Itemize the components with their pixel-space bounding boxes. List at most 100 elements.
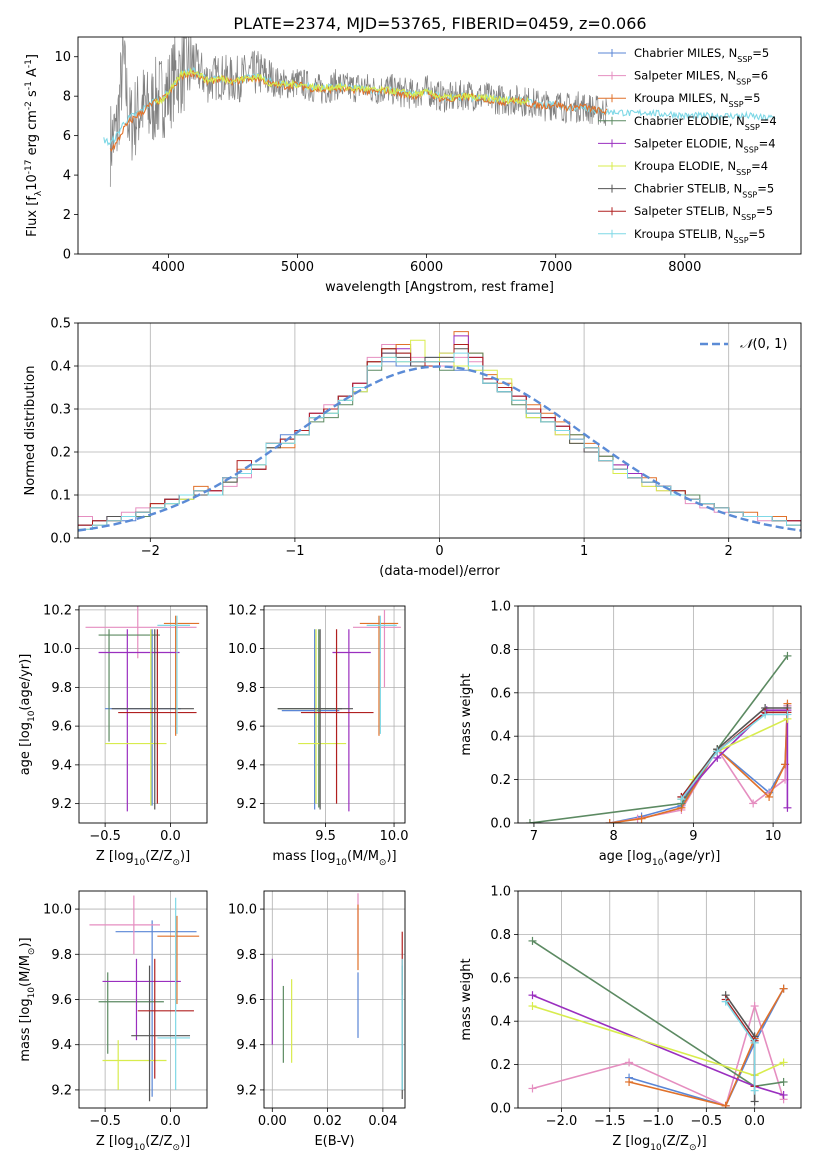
x-tick-label: 10.0 [380, 829, 409, 844]
x-tick-label: 0 [435, 544, 443, 559]
y-tick-label: 9.6 [51, 993, 72, 1008]
y-tick-label: 9.4 [51, 1038, 72, 1053]
y-tick-label: 0.8 [490, 643, 511, 658]
panel-age-vs-mass: 9.5 10.0 9.2 9.4 9.6 9.8 10.0 10.2 mass [log10(M… [228, 603, 408, 868]
x-axis-label: mass [log10(M/M⊙)] [272, 849, 396, 868]
plot-area-residual-histogram [78, 331, 801, 532]
y-tick-label: 10.0 [43, 642, 72, 657]
y-tick-label: 0.8 [490, 928, 511, 943]
x-axis-label: Z [log10(Z/Z⊙)] [612, 1134, 706, 1153]
spectrum-legend: Chabrier MILES, NSSP=5 Salpeter MILES, NS… [598, 46, 777, 244]
legend-label: 𝒩(0, 1) [740, 337, 787, 352]
axes-frame [78, 605, 208, 824]
y-tick-label: 9.4 [236, 758, 257, 773]
legend-label: Kroupa ELODIE, NSSP=4 [634, 159, 768, 177]
legend-label: Chabrier ELODIE, NSSP=4 [634, 114, 777, 132]
x-axis-label: Z [log10(Z/Z⊙)] [96, 1134, 190, 1153]
y-tick-label: 9.8 [51, 948, 72, 963]
y-axis-label: Normed distribution [23, 366, 38, 496]
axes-frame [517, 605, 802, 824]
x-tick-label: 7 [530, 829, 538, 844]
x-tick-label: −1.5 [594, 1114, 626, 1129]
x-tick-label: 0.0 [160, 1114, 181, 1129]
figure-title: PLATE=2374, MJD=53765, FIBERID=0459, z=0… [233, 14, 646, 33]
panel-mass-weight-vs-age: 7 8 9 10 0.0 0.2 0.4 0.6 0.8 1.0 age [log10(age/yr… [459, 600, 802, 868]
y-tick-label: 9.2 [236, 797, 257, 812]
x-tick-label: 0.0 [160, 829, 181, 844]
y-tick-label: 9.8 [51, 681, 72, 696]
plot-area-mass-vs-metallicity [89, 895, 200, 1102]
panel-age-vs-metallicity: −0.5 0.0 9.2 9.4 9.6 9.8 10.0 10.2 Z [log10(Z/Z⊙… [18, 603, 208, 868]
plot-area-spectrum [103, 37, 776, 187]
legend-label: Chabrier STELIB, NSSP=5 [634, 182, 774, 200]
panel-residual-histogram: −2 −1 0 1 2 0.0 0.1 0.2 0.3 0.4 0.5 (data-model)/er… [23, 317, 802, 579]
weight-line [628, 988, 785, 1107]
y-tick-label: 9.6 [236, 993, 257, 1008]
x-axis-label: age [log10(age/yr)] [599, 849, 721, 868]
y-tick-label: 1.0 [490, 600, 511, 615]
x-tick-label: −1 [285, 544, 304, 559]
y-tick-label: 10.0 [43, 903, 72, 918]
y-axis-label: Flux [fλ10-17 erg cm-2 s-1 A-1] [24, 54, 44, 237]
spectrum-model-line [109, 69, 608, 152]
axes-frame [78, 890, 208, 1109]
x-tick-label: 10 [765, 829, 782, 844]
y-tick-label: 9.8 [236, 681, 257, 696]
x-tick-label: 9.5 [315, 829, 336, 844]
y-tick-label: 10.2 [228, 603, 257, 618]
x-tick-label: 5000 [281, 260, 314, 275]
y-tick-label: 9.2 [51, 1083, 72, 1098]
panel-mass-vs-metallicity: −0.5 0.0 9.2 9.4 9.6 9.8 10.0 Z [log10(Z/Z⊙)] ma… [18, 890, 208, 1153]
y-tick-label: 10 [54, 50, 71, 65]
x-tick-label: 6000 [410, 260, 443, 275]
y-tick-label: 0.4 [490, 730, 511, 745]
legend-label: Salpeter STELIB, NSSP=5 [634, 204, 773, 222]
x-tick-label: 0.0 [744, 1114, 765, 1129]
y-tick-label: 6 [63, 129, 71, 144]
axes-frame [77, 36, 802, 255]
panel-mass-weight-vs-metallicity: −2.0 −1.5 −1.0 −0.5 0.0 0.0 0.2 0.4 0.6 0.8 1.0 Z [… [459, 885, 802, 1153]
y-tick-label: 9.2 [51, 797, 72, 812]
y-axis-label: mass weight [459, 958, 474, 1040]
y-tick-label: 0.2 [490, 1058, 511, 1073]
y-axis-label: mass weight [459, 673, 474, 755]
y-tick-label: 9.2 [236, 1083, 257, 1098]
x-tick-label: 0.02 [313, 1114, 342, 1129]
panel-spectrum: 4000 5000 6000 7000 8000 0 2 4 6 8 10 wavelength [A… [24, 36, 802, 295]
x-axis-label: (data-model)/error [379, 564, 500, 579]
y-tick-label: 0.5 [50, 317, 71, 332]
panel-mass-vs-extinction: 0.00 0.02 0.04 9.2 9.4 9.6 9.8 10.0 E(B-V) [228, 890, 406, 1149]
x-tick-label: −2.0 [546, 1114, 578, 1129]
x-tick-label: 2 [725, 544, 733, 559]
y-tick-label: 0.0 [490, 817, 511, 832]
x-tick-label: −0.5 [691, 1114, 723, 1129]
plot-area-mass-weight-vs-metallicity [528, 936, 788, 1108]
x-tick-label: 8 [610, 829, 618, 844]
y-tick-label: 0.1 [50, 489, 71, 504]
spectrum-model-line [154, 67, 530, 106]
y-tick-label: 0.2 [50, 446, 71, 461]
legend-label: Kroupa MILES, NSSP=5 [634, 91, 760, 109]
x-axis-label: wavelength [Angstrom, rest frame] [325, 280, 554, 295]
y-tick-label: 4 [63, 169, 71, 184]
y-tick-label: 2 [63, 208, 71, 223]
x-tick-label: 4000 [152, 260, 185, 275]
legend-label: Salpeter MILES, NSSP=6 [634, 69, 768, 87]
y-axis-label: age [log10(age/yr)] [18, 654, 37, 776]
y-tick-label: 0.4 [490, 1015, 511, 1030]
y-tick-label: 9.4 [236, 1038, 257, 1053]
x-axis-label: Z [log10(Z/Z⊙)] [96, 849, 190, 868]
y-tick-label: 10.2 [43, 603, 72, 618]
x-tick-label: 0.04 [368, 1114, 397, 1129]
y-tick-label: 0.3 [50, 403, 71, 418]
y-tick-label: 0.6 [490, 686, 511, 701]
x-tick-label: −0.5 [89, 1114, 121, 1129]
x-tick-label: 0.00 [258, 1114, 287, 1129]
y-tick-label: 0.0 [490, 1102, 511, 1117]
y-tick-label: 1.0 [490, 885, 511, 900]
plot-area-mass-vs-extinction [271, 893, 403, 1099]
y-tick-label: 0.2 [490, 773, 511, 788]
normal-curve-line [78, 365, 801, 532]
x-tick-label: −1.0 [642, 1114, 674, 1129]
